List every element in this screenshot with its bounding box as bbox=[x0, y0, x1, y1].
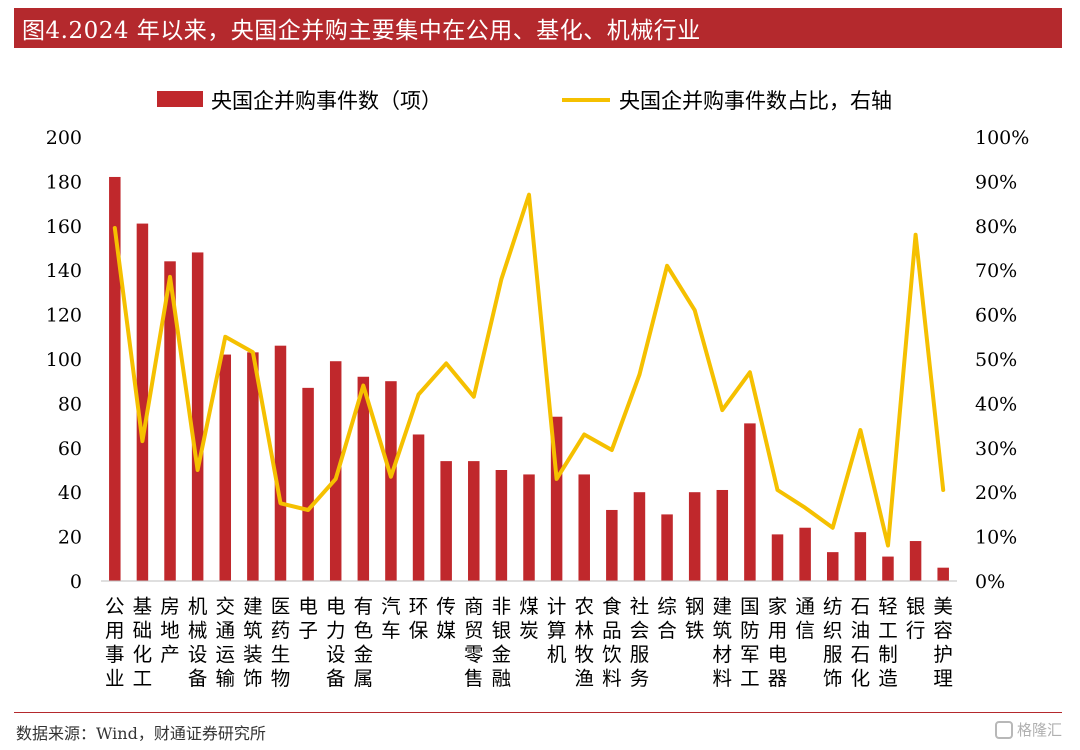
x-tick-label: 轻工制造 bbox=[878, 595, 898, 690]
y-left-tick-label: 160 bbox=[46, 216, 82, 238]
bar bbox=[882, 556, 894, 581]
bar bbox=[191, 252, 204, 581]
source-note: 数据来源：Wind，财通证券研究所 bbox=[16, 724, 266, 743]
bar bbox=[744, 423, 756, 581]
y-right-tick-label: 0% bbox=[975, 571, 1005, 593]
bar bbox=[468, 461, 480, 581]
y-right-tick-label: 30% bbox=[975, 438, 1017, 460]
y-right-tick-label: 80% bbox=[975, 216, 1017, 238]
x-tick-label: 汽车 bbox=[381, 595, 401, 642]
x-tick-label: 美容护理 bbox=[933, 595, 953, 690]
bar bbox=[854, 532, 867, 581]
y-left-tick-label: 0 bbox=[70, 571, 82, 593]
x-tick-label: 石油石化 bbox=[851, 595, 871, 690]
bar bbox=[716, 489, 729, 581]
y-right-tick-label: 40% bbox=[975, 393, 1017, 415]
x-tick-label: 公用事业 bbox=[105, 595, 125, 690]
bar bbox=[412, 434, 425, 581]
bar bbox=[109, 176, 121, 581]
chart: 0 20 40 60 80 100 120 140 160 180 200 0% 10% 20% 30% 40… bbox=[46, 89, 1030, 690]
bar bbox=[357, 376, 370, 581]
watermark-text: 格隆汇 bbox=[1016, 721, 1062, 739]
y-left-tick-label: 200 bbox=[46, 127, 82, 149]
bar bbox=[247, 352, 259, 581]
x-tick-label: 机械设备 bbox=[188, 595, 208, 690]
y-right-tick-label: 60% bbox=[975, 305, 1017, 327]
bar bbox=[606, 509, 618, 581]
x-tick-label: 社会服务 bbox=[630, 595, 650, 690]
watermark: 格隆汇 bbox=[994, 719, 1062, 740]
watermark-logo-icon bbox=[994, 720, 1013, 739]
bar bbox=[136, 223, 149, 581]
x-tick-label: 综合 bbox=[657, 595, 677, 642]
x-tick-label: 基础化工 bbox=[133, 595, 153, 690]
y-right-tick-label: 100% bbox=[975, 127, 1029, 149]
x-tick-label: 食品饮料 bbox=[602, 595, 622, 690]
bar bbox=[937, 567, 949, 581]
bar bbox=[688, 492, 701, 581]
bar bbox=[661, 514, 673, 581]
y-left-tick-label: 140 bbox=[46, 260, 82, 282]
bar bbox=[523, 474, 535, 581]
y-right-tick-label: 20% bbox=[975, 482, 1017, 504]
y-right-tick-label: 10% bbox=[975, 527, 1017, 549]
x-tick-label: 煤炭 bbox=[519, 595, 539, 642]
footer-divider bbox=[14, 712, 1062, 713]
bar bbox=[909, 541, 922, 581]
bar bbox=[385, 381, 397, 581]
legend-swatch-bar bbox=[157, 91, 203, 107]
x-tick-label: 电力设备 bbox=[326, 595, 346, 690]
x-tick-label: 传媒 bbox=[436, 595, 456, 642]
x-tick-label: 交通运输 bbox=[216, 595, 236, 690]
bar bbox=[578, 474, 590, 581]
bar bbox=[302, 387, 314, 581]
bar bbox=[440, 461, 452, 581]
y-right-tick-label: 90% bbox=[975, 171, 1017, 193]
y-left-tick-label: 20 bbox=[58, 527, 82, 549]
y-left-tick-label: 120 bbox=[46, 305, 82, 327]
bar bbox=[274, 345, 287, 581]
x-tick-label: 商贸零售 bbox=[464, 595, 484, 690]
y-left-tick-label: 80 bbox=[58, 393, 82, 415]
x-tick-label: 银行 bbox=[906, 595, 926, 642]
x-tick-label: 环保 bbox=[409, 595, 429, 642]
y-right-tick-label: 50% bbox=[975, 349, 1017, 371]
bar bbox=[219, 354, 232, 581]
x-tick-label: 非银金融 bbox=[492, 595, 512, 690]
legend-label-bar: 央国企并购事件数（项） bbox=[211, 89, 442, 113]
legend-label-line: 央国企并购事件数占比，右轴 bbox=[619, 89, 892, 113]
x-tick-label: 通信 bbox=[795, 595, 815, 642]
x-tick-label: 纺织服饰 bbox=[823, 595, 843, 690]
x-tick-label: 建筑材料 bbox=[713, 595, 733, 690]
bar bbox=[826, 552, 839, 581]
y-right-tick-label: 70% bbox=[975, 260, 1017, 282]
x-tick-label: 建筑装饰 bbox=[243, 595, 263, 690]
bar bbox=[495, 470, 508, 581]
x-tick-label: 有色金属 bbox=[354, 595, 374, 690]
x-tick-label: 国防军工 bbox=[740, 595, 760, 690]
x-tick-label: 家用电器 bbox=[768, 595, 788, 690]
x-tick-label: 房地产 bbox=[160, 595, 180, 666]
bar bbox=[771, 534, 784, 581]
bar bbox=[164, 261, 176, 581]
bar bbox=[329, 361, 342, 581]
x-tick-label: 医药生物 bbox=[271, 595, 291, 690]
y-left-tick-label: 180 bbox=[46, 171, 82, 193]
y-left-tick-label: 60 bbox=[58, 438, 82, 460]
x-tick-label: 电子 bbox=[298, 595, 318, 642]
y-left-tick-label: 40 bbox=[58, 482, 82, 504]
bar bbox=[550, 416, 563, 581]
x-tick-label: 农林牧渔 bbox=[574, 595, 594, 690]
x-tick-label: 钢铁 bbox=[685, 595, 705, 642]
bar bbox=[799, 527, 811, 581]
page-title: 图4.2024 年以来，央国企并购主要集中在公用、基化、机械行业 bbox=[22, 18, 701, 44]
y-left-tick-label: 100 bbox=[46, 349, 82, 371]
x-tick-label: 计算机 bbox=[547, 595, 567, 666]
title-bar: 图4.2024 年以来，央国企并购主要集中在公用、基化、机械行业 bbox=[14, 8, 1062, 48]
bar bbox=[633, 492, 646, 581]
